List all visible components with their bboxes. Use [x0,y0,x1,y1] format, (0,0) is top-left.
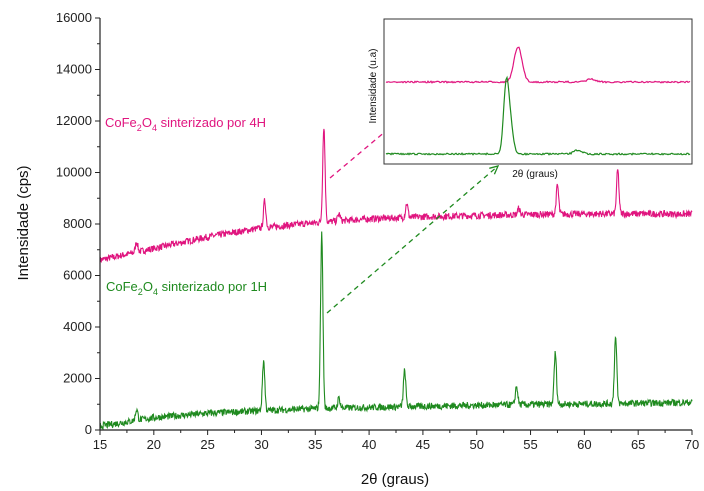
x-tick-label: 25 [200,437,214,452]
x-tick-label: 40 [362,437,376,452]
y-tick-label: 12000 [56,113,92,128]
y-tick-label: 0 [85,422,92,437]
series-series-4h [99,128,693,264]
annotations: CoFe2O4 sinterizado por 4H CoFe2O4 sinter… [105,87,500,314]
y-axis-title: Intensidade (cps) [15,165,32,280]
series-line-series-4h [99,128,693,264]
y-tick-label: 6000 [63,268,92,283]
x-tick-label: 55 [523,437,537,452]
inset-trace-1h [385,75,691,156]
inset-x-axis-title: 2θ (graus) [512,169,558,180]
x-tick-label: 45 [416,437,430,452]
y-tick-label: 10000 [56,165,92,180]
x-tick-label: 50 [469,437,483,452]
x-tick-label: 35 [308,437,322,452]
x-tick-label: 70 [685,437,699,452]
x-tick-label: 60 [577,437,591,452]
y-tick-label: 4000 [63,319,92,334]
x-tick-label: 65 [631,437,645,452]
series-label-1h: CoFe2O4 sinterizado por 1H [106,279,267,297]
y-tick-label: 14000 [56,62,92,77]
x-tick-label: 20 [147,437,161,452]
inset-chart [383,18,693,165]
x-axis-title: 2θ (graus) [361,471,429,488]
plot-area [99,128,693,430]
inset-trace-4h [385,46,691,84]
series-series-1h [99,231,693,430]
inset-frame [383,18,693,165]
inset-y-axis-title: Intensidade (u.a) [368,48,379,123]
zoom-arrow-1h [326,165,500,314]
series-label-4h: CoFe2O4 sinterizado por 4H [105,115,266,133]
axes: 15 20 25 30 35 40 45 50 55 60 65 70 0 2000 4000 6000 800… [56,10,699,452]
y-tick-label: 16000 [56,10,92,25]
y-tick-label: 2000 [63,371,92,386]
x-tick-label: 30 [254,437,268,452]
series-line-series-1h [99,231,693,430]
y-tick-label: 8000 [63,216,92,231]
x-tick-label: 15 [93,437,107,452]
